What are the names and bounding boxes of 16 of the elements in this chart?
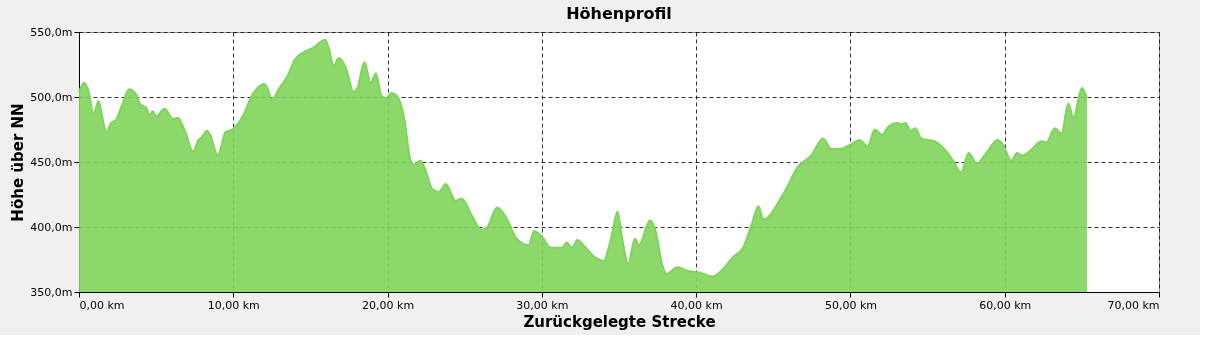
y-tick-label: 550,0m (30, 25, 73, 39)
y-tick-label: 500,0m (30, 90, 73, 104)
x-tick-label: 50,00 km (824, 298, 877, 312)
x-tick-label: 0,00 km (79, 298, 125, 312)
x-tick-label: 40,00 km (670, 298, 723, 312)
y-tick-label: 350,0m (30, 285, 73, 299)
x-tick-label: 20,00 km (362, 298, 415, 312)
y-tick-label: 450,0m (30, 155, 73, 169)
x-tick-label: 10,00 km (207, 298, 260, 312)
x-tick-label: 70,00 km (1107, 298, 1160, 312)
x-tick-label: 60,00 km (979, 298, 1032, 312)
x-axis-title: Zurückgelegte Strecke (523, 312, 716, 331)
x-tick-label: 30,00 km (516, 298, 569, 312)
chart-title: Höhenprofil (566, 4, 672, 23)
y-tick-label: 400,0m (30, 220, 73, 234)
y-axis-title: Höhe über NN (9, 103, 28, 222)
